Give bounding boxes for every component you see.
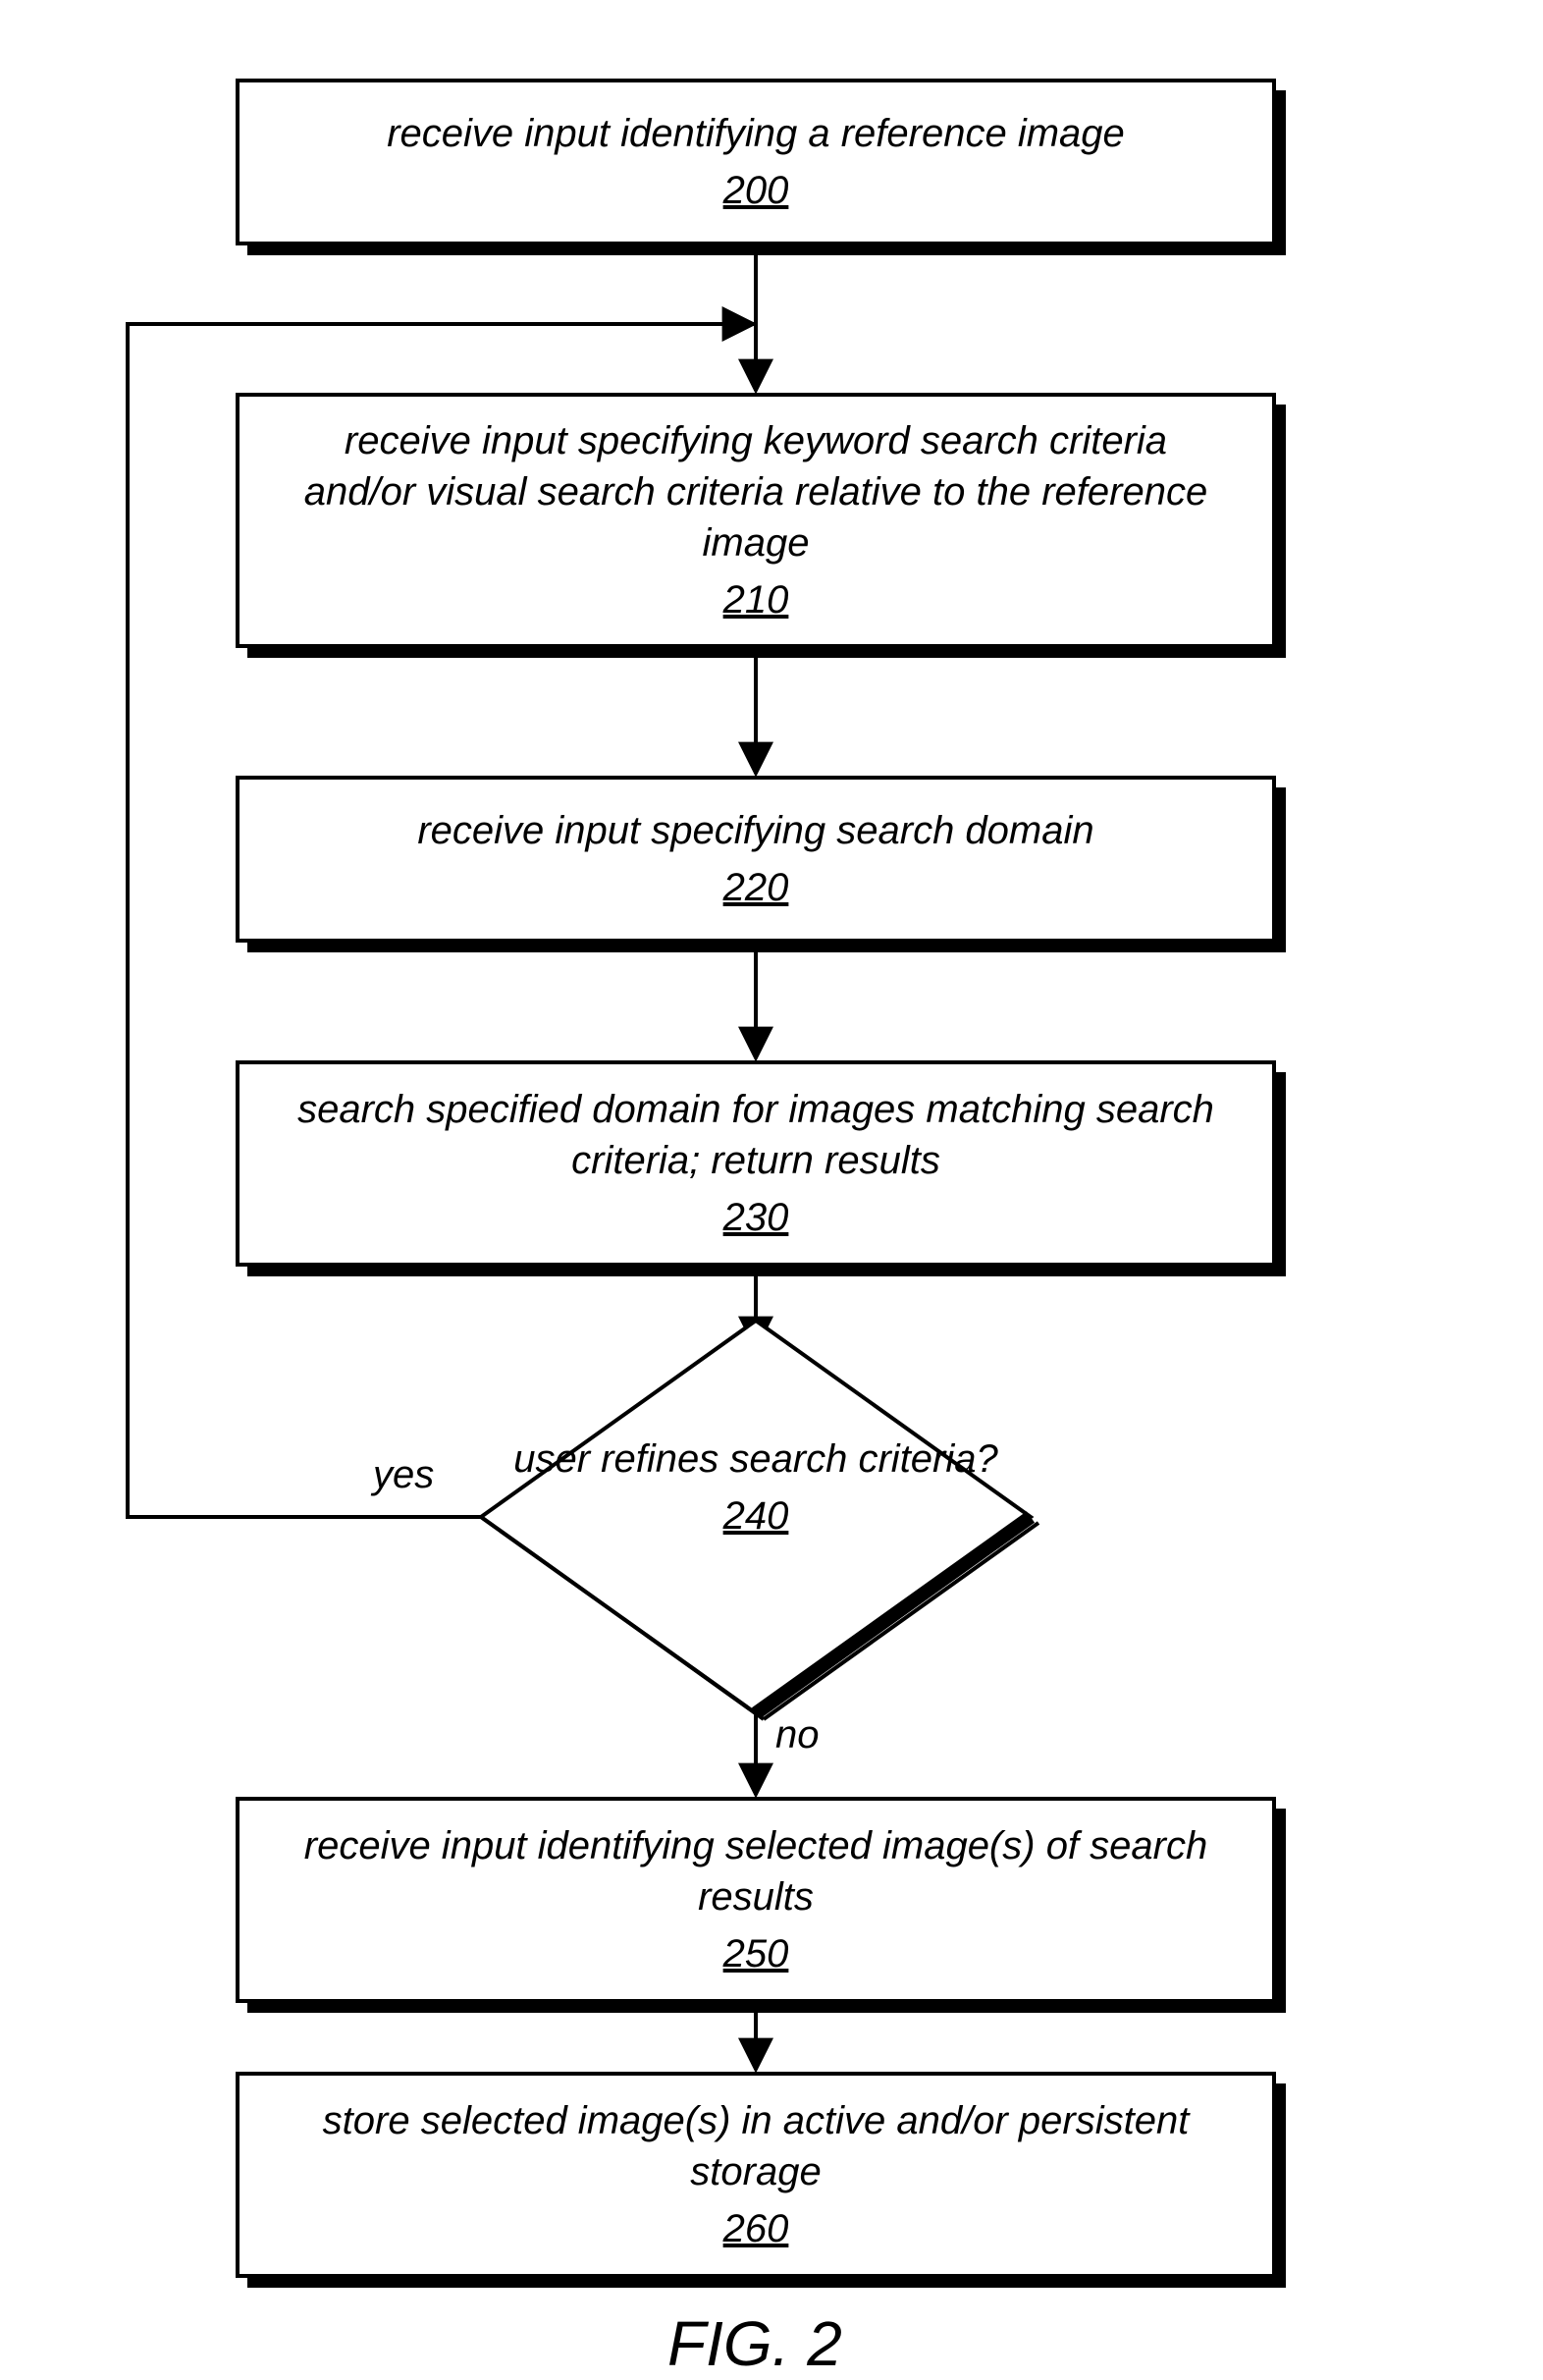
node-230-shadow-b [247,1267,1286,1276]
node-250-shadow-r [1276,1809,1286,2013]
node-250-ref: 250 [723,1928,789,1979]
node-210: receive input specifying keyword search … [236,393,1276,648]
node-210-shadow-b [247,648,1286,658]
node-200: receive input identifying a reference im… [236,79,1276,245]
node-250-shadow-b [247,2003,1286,2013]
node-200-ref: 200 [723,165,789,216]
node-260-shadow-b [247,2278,1286,2288]
node-210-ref: 210 [723,574,789,625]
node-230-text: search specified domain for images match… [292,1084,1221,1186]
node-240-ref: 240 [510,1490,1001,1542]
edge-label-no: no [775,1713,820,1758]
node-200-shadow-b [247,245,1286,255]
node-220-shadow-b [247,943,1286,952]
node-260: store selected image(s) in active and/or… [236,2072,1276,2278]
node-220: receive input specifying search domain 2… [236,776,1276,943]
flowchart-canvas: receive input identifying a reference im… [0,0,1543,2380]
node-260-ref: 260 [723,2203,789,2254]
node-200-text: receive input identifying a reference im… [387,108,1125,159]
node-240-text-wrap: user refines search criteria? 240 [510,1433,1001,1542]
node-250: receive input identifying selected image… [236,1797,1276,2003]
node-210-shadow-r [1276,405,1286,658]
node-250-text: receive input identifying selected image… [292,1820,1221,1922]
node-240-text: user refines search criteria? [510,1433,1001,1485]
node-230-shadow-r [1276,1072,1286,1276]
node-260-text: store selected image(s) in active and/or… [292,2095,1221,2197]
figure-label: FIG. 2 [667,2307,842,2380]
node-230: search specified domain for images match… [236,1060,1276,1267]
edge-label-yes: yes [373,1453,434,1497]
node-220-ref: 220 [723,862,789,913]
node-200-shadow-r [1276,90,1286,255]
node-230-ref: 230 [723,1192,789,1243]
node-220-text: receive input specifying search domain [417,805,1093,856]
node-210-text: receive input specifying keyword search … [292,415,1221,568]
node-260-shadow-r [1276,2083,1286,2288]
node-220-shadow-r [1276,787,1286,952]
